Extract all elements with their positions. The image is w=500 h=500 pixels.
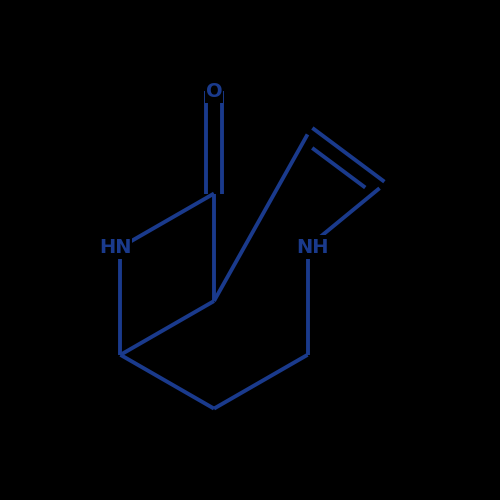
Text: NH: NH	[296, 238, 329, 257]
Text: HN: HN	[99, 238, 132, 257]
Bar	[98, 235, 132, 260]
Bar	[296, 235, 330, 260]
Bar	[206, 80, 222, 104]
Text: O: O	[206, 82, 222, 101]
